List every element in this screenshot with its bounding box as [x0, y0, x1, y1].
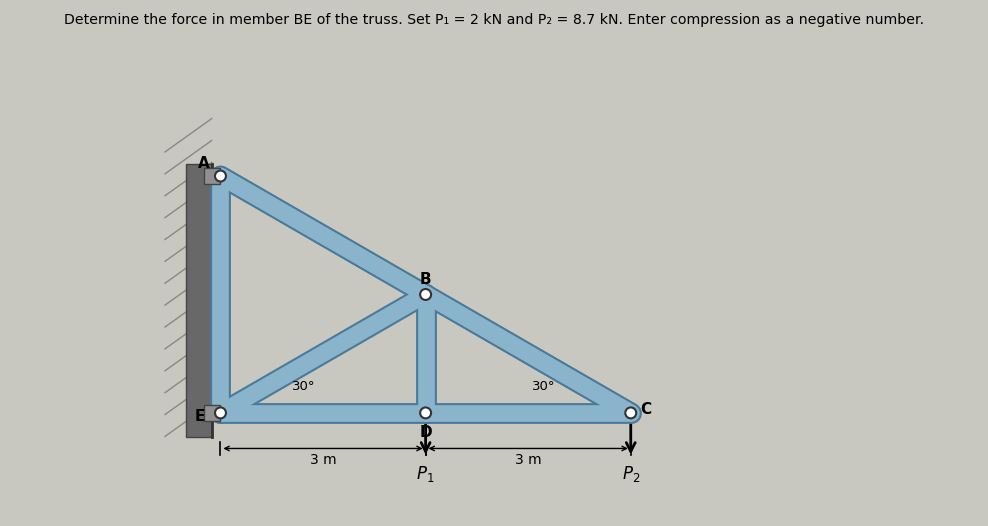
- Text: 30°: 30°: [292, 380, 316, 393]
- Text: $P_1$: $P_1$: [416, 464, 435, 484]
- Text: B: B: [420, 272, 432, 287]
- Text: Determine the force in member BE of the truss. Set P₁ = 2 kN and P₂ = 8.7 kN. En: Determine the force in member BE of the …: [64, 13, 924, 27]
- Bar: [205, 404, 220, 421]
- Bar: [205, 168, 220, 184]
- Text: $P_2$: $P_2$: [621, 464, 640, 484]
- Circle shape: [215, 170, 226, 181]
- Text: E: E: [195, 409, 206, 424]
- Circle shape: [215, 408, 226, 418]
- Text: A: A: [198, 156, 209, 171]
- Circle shape: [625, 408, 636, 418]
- Circle shape: [420, 408, 431, 418]
- Text: C: C: [640, 402, 651, 417]
- Bar: [187, 164, 212, 437]
- Text: 3 m: 3 m: [309, 452, 336, 467]
- Circle shape: [420, 289, 431, 300]
- Text: D: D: [419, 424, 432, 440]
- Text: 3 m: 3 m: [515, 452, 541, 467]
- Text: 30°: 30°: [532, 380, 555, 393]
